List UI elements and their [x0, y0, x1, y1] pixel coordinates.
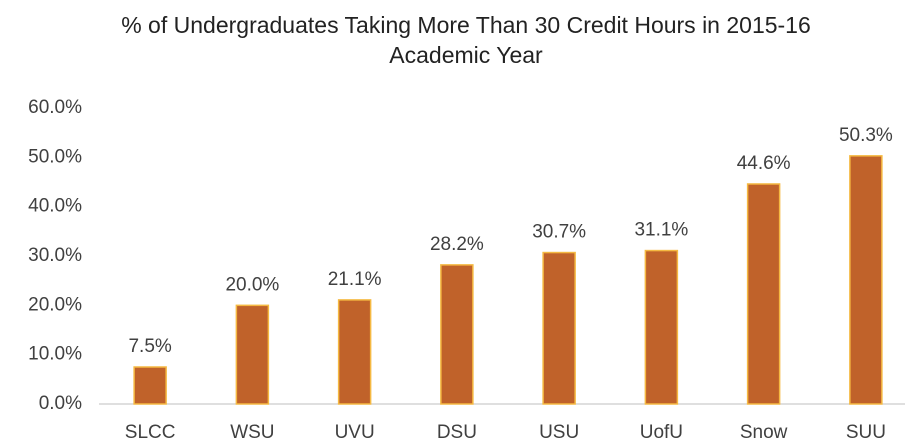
y-tick-label: 30.0% — [28, 245, 82, 266]
x-tick-label: UVU — [335, 422, 375, 442]
data-label: 31.1% — [634, 220, 688, 241]
x-tick-label: SUU — [846, 422, 886, 442]
bar — [849, 155, 883, 405]
x-tick-label: WSU — [230, 422, 274, 442]
data-label: 7.5% — [128, 336, 171, 357]
x-tick-label: Snow — [740, 422, 788, 442]
bar — [542, 251, 576, 405]
bar — [133, 366, 167, 405]
y-tick-label: 20.0% — [28, 294, 82, 315]
y-tick-label: 0.0% — [39, 393, 82, 414]
chart-title: % of Undergraduates Taking More Than 30 … — [121, 12, 811, 68]
bar — [440, 264, 474, 405]
y-tick-label: 60.0% — [28, 97, 82, 118]
data-label: 20.0% — [225, 274, 279, 295]
x-tick-label: SLCC — [125, 422, 176, 442]
data-label: 44.6% — [737, 153, 791, 174]
y-tick-label: 10.0% — [28, 344, 82, 365]
x-tick-label: USU — [539, 422, 579, 442]
x-tick-label: DSU — [437, 422, 477, 442]
data-label: 50.3% — [839, 125, 893, 146]
y-tick-label: 50.0% — [28, 146, 82, 167]
bar — [746, 183, 781, 405]
bar — [644, 249, 679, 405]
bar — [337, 299, 372, 405]
data-label: 30.7% — [532, 222, 586, 243]
data-label: 28.2% — [430, 234, 484, 255]
x-tick-label: UofU — [640, 422, 683, 442]
y-tick-label: 40.0% — [28, 196, 82, 217]
data-label: 21.1% — [328, 269, 382, 290]
bar — [235, 304, 270, 405]
